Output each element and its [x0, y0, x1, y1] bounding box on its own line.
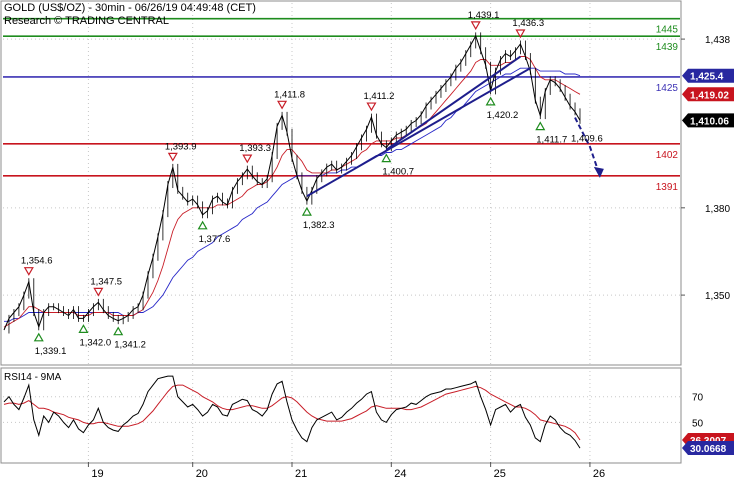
x-tick-label: 25: [494, 468, 506, 480]
x-tick-label: 21: [295, 468, 307, 480]
peak-trough-markers: 1,354.6 1,347.5 1,393.9 1,393.3 1,411.8 1,411…: [21, 10, 567, 357]
rsi-panel-frame: [0, 367, 682, 464]
projection-arrowhead-icon: [593, 166, 604, 178]
trough-label: 1,339.1: [35, 346, 67, 357]
level-label-1439: 1439: [656, 42, 679, 53]
peak-marker-icon: [242, 154, 253, 164]
level-label-1402: 1402: [656, 150, 679, 161]
peak-marker-icon: [167, 152, 178, 162]
trough-label: 1,342.0: [79, 337, 111, 348]
trend-line: [306, 67, 531, 198]
rsi-series: [3, 375, 581, 449]
rsi-line: [3, 375, 581, 449]
x-tick-label: 24: [394, 468, 406, 480]
peak-marker-icon: [93, 287, 104, 297]
peak-label: 1,436.3: [512, 18, 544, 29]
trough-label: 1,382.3: [303, 220, 335, 231]
price-line: [3, 34, 581, 331]
trough-marker-icon: [33, 332, 44, 342]
chart-subtitle: Research © TRADING CENTRAL: [4, 15, 169, 27]
trough-marker-icon: [78, 324, 89, 333]
peak-label: 1,411.2: [363, 91, 394, 102]
price-y-tick-label: 1,438: [705, 35, 730, 46]
value-tag-background: [682, 68, 734, 83]
peak-marker-icon: [515, 29, 526, 39]
price-value-tag-0: 1,425.4: [682, 68, 734, 83]
trough-marker-icon: [197, 220, 208, 230]
trend-lines: 1,409.6: [306, 55, 604, 198]
price-y-tick-label: 1,380: [705, 204, 730, 215]
price-value-tag-2: 1,410.06: [682, 113, 734, 128]
rsi-y-tick-label: 50: [692, 418, 704, 429]
level-label-1445: 1445: [656, 25, 679, 36]
level-label-1391: 1391: [656, 182, 679, 193]
price-y-tick-label: 1,350: [705, 291, 730, 302]
x-tick-label: 26: [593, 468, 605, 480]
value-tag-label: 1,410.06: [690, 116, 729, 127]
trough-label: 1,377.6: [199, 234, 231, 245]
rsi-title: RSI14 - 9MA: [4, 372, 62, 383]
value-tag-background: [682, 441, 734, 456]
value-tag-background: [682, 87, 734, 102]
value-tag-label: 1,419.02: [690, 90, 729, 101]
last-value-tags: 1,425.41,419.021,410.0636.300730.0668: [682, 68, 734, 456]
peak-label: 1,393.9: [165, 141, 197, 152]
peak-marker-icon: [277, 100, 288, 110]
trough-marker-icon: [113, 326, 124, 336]
trough-label: 1,420.2: [487, 110, 519, 121]
peak-label: 1,347.5: [90, 276, 122, 287]
peak-marker-icon: [470, 21, 481, 31]
price-panel-frame: [0, 0, 682, 366]
trough-label: 1,400.7: [382, 167, 414, 178]
peak-label: 1,393.3: [239, 143, 271, 154]
rsi-value-tag-1: 30.0668: [682, 441, 734, 456]
axes: 19 20 21 24 25 26 1,350 1,380 1,438 50 70: [87, 35, 730, 480]
value-tag-label: 1,425.4: [690, 72, 724, 83]
support-resistance-levels: 1445 1439 1425 1402 1391: [3, 17, 680, 193]
trough-marker-icon: [301, 206, 312, 216]
peak-marker-icon: [366, 102, 377, 112]
peak-label: 1,354.6: [21, 256, 53, 267]
value-tag-background: [682, 113, 734, 128]
trough-marker-icon: [381, 153, 392, 163]
price-value-tag-1: 1,419.02: [682, 87, 734, 102]
price-series: [3, 32, 581, 334]
x-tick-label: 20: [196, 468, 208, 480]
peak-marker-icon: [23, 267, 34, 276]
trend-line: [385, 55, 521, 151]
trough-label: 1,341.2: [114, 340, 146, 351]
peak-label: 1,411.8: [274, 89, 305, 100]
trough-label: 1,411.7: [536, 135, 567, 146]
projection-label: 1,409.6: [571, 134, 603, 145]
x-tick-label: 19: [91, 468, 103, 480]
peak-label: 1,439.1: [468, 10, 500, 21]
level-label-1425: 1425: [656, 83, 679, 94]
rsi-y-tick-label: 70: [692, 393, 704, 404]
projection-arrow-line: [574, 117, 601, 177]
trough-marker-icon: [485, 96, 496, 106]
rsi-ma-line: [3, 384, 581, 441]
chart-title: GOLD (US$/OZ) - 30min - 06/26/19 04:49:4…: [4, 2, 256, 14]
trough-marker-icon: [535, 121, 546, 131]
value-tag-label: 30.0668: [690, 444, 727, 455]
